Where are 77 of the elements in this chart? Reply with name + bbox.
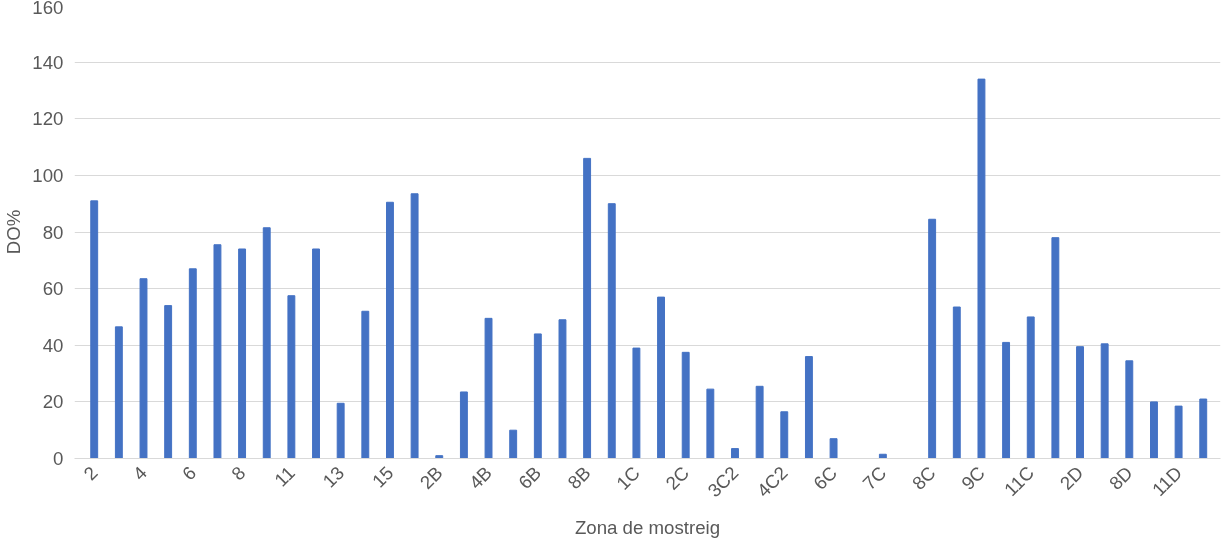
bar	[952, 306, 961, 459]
x-tick-label: 7C	[858, 462, 891, 494]
bar	[533, 333, 542, 459]
x-tick-label: 9C	[957, 462, 989, 494]
bar	[977, 78, 986, 459]
bar	[287, 295, 296, 459]
bar	[755, 385, 764, 459]
x-tick-label: 6C	[809, 462, 841, 494]
x-tick-label: 4B	[464, 462, 496, 494]
bar	[459, 391, 468, 459]
bar	[583, 157, 592, 459]
bar	[1002, 341, 1011, 459]
y-tick-label: 80	[42, 221, 64, 243]
x-tick-label: 2D	[1055, 462, 1088, 494]
bar	[607, 203, 616, 459]
bar	[1150, 401, 1158, 459]
y-tick-label: 0	[53, 448, 64, 469]
x-tick-label: 2C	[661, 462, 694, 494]
y-tick-label: 120	[32, 108, 64, 130]
bar	[509, 429, 518, 459]
x-tick-label: 4	[128, 462, 151, 485]
bar	[312, 248, 320, 459]
y-tick-label: 60	[42, 278, 64, 300]
x-axis-title: Zona de mostreig	[574, 516, 721, 538]
x-tick-label: 8D	[1105, 462, 1137, 494]
bar	[361, 310, 370, 459]
bar	[706, 388, 715, 459]
bar	[829, 438, 838, 459]
bar	[238, 248, 247, 459]
bar	[681, 351, 690, 459]
bar	[188, 268, 197, 459]
x-tick-label: 4C2	[752, 462, 792, 502]
bar	[1100, 343, 1109, 459]
bar	[386, 201, 394, 459]
bar	[928, 218, 937, 459]
bar	[558, 319, 567, 459]
bar	[90, 200, 99, 459]
x-tick-label: 11D	[1147, 462, 1187, 501]
x-tick-label: 6B	[514, 462, 546, 494]
bar	[657, 296, 666, 459]
bar	[1199, 398, 1208, 459]
x-tick-label: 6	[178, 462, 201, 485]
bar	[1051, 237, 1060, 459]
y-axis-title: DO%	[3, 209, 25, 255]
bar	[114, 326, 123, 459]
x-tick-label: 8C	[907, 462, 940, 494]
x-tick-label: 2	[79, 462, 102, 485]
bar	[1125, 360, 1134, 459]
x-tick-label: 1C	[612, 462, 644, 494]
bar	[164, 305, 173, 459]
bar	[410, 193, 419, 459]
x-tick-label: 11	[270, 462, 299, 491]
bar	[1026, 316, 1035, 459]
bar	[484, 317, 493, 459]
x-tick-label: 2B	[415, 462, 447, 494]
x-tick-label: 15	[367, 462, 398, 492]
bar	[1076, 346, 1084, 459]
y-tick-label: 20	[42, 391, 64, 413]
bar	[804, 356, 813, 459]
bar	[780, 411, 789, 459]
x-tick-label: 3C2	[703, 462, 743, 502]
bar	[435, 455, 444, 459]
x-tick-label: 11C	[1000, 462, 1039, 501]
y-tick-label: 160	[32, 0, 64, 18]
y-tick-label: 140	[32, 51, 64, 73]
y-tick-label: 100	[32, 164, 64, 186]
x-tick-label: 8	[227, 462, 250, 485]
x-tick-label: 8B	[563, 462, 595, 494]
bar	[262, 227, 271, 459]
bar	[213, 244, 222, 459]
bar	[1174, 405, 1183, 459]
x-tick-label: 13	[318, 462, 349, 492]
bar	[632, 347, 641, 459]
bar	[139, 278, 148, 459]
bar	[336, 402, 345, 459]
y-tick-label: 40	[42, 334, 64, 356]
bar	[731, 448, 739, 459]
